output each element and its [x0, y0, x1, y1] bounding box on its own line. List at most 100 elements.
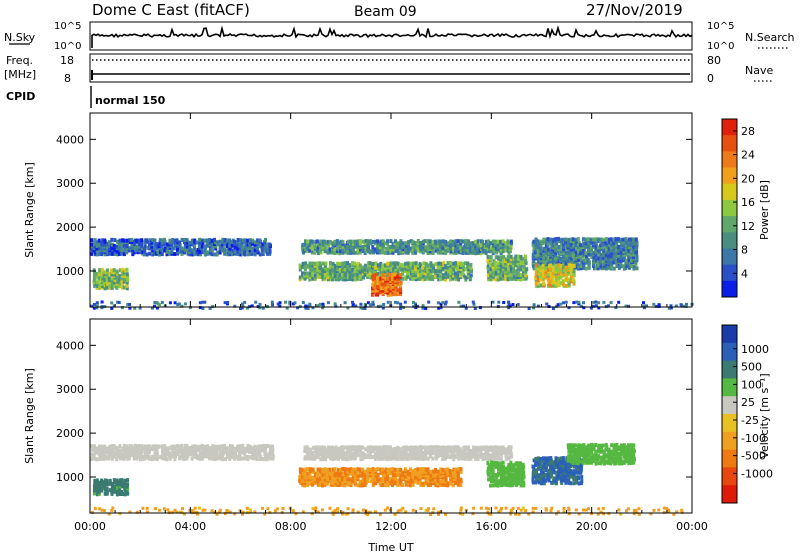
power-echo-cell	[326, 247, 330, 252]
power-echo-cell	[244, 246, 248, 251]
velocity-echo-cell	[572, 481, 576, 486]
velocity-echo-cell	[111, 506, 115, 510]
power-echo-cell	[514, 277, 518, 282]
power-echo-cell	[462, 304, 465, 308]
power-echo-cell	[679, 303, 683, 307]
velocity-echo-cell	[381, 483, 385, 487]
power-echo-cell	[118, 238, 122, 243]
power-echo-cell	[306, 239, 310, 244]
power-echo-cell	[579, 264, 583, 268]
velocity-echo-cell	[253, 444, 257, 449]
power-echo-cell	[373, 247, 377, 252]
power-echo-cell	[391, 241, 395, 246]
power-echo-cell	[627, 249, 631, 254]
power-echo-cell	[605, 264, 608, 269]
power-echo-cell	[557, 254, 561, 259]
power-echo-cell	[359, 267, 363, 272]
velocity-echo-cell	[361, 508, 365, 512]
power-echo-cell	[627, 237, 631, 242]
velocity-echo-cell	[303, 447, 307, 452]
velocity-echo-cell	[373, 467, 377, 472]
power-colorbar-segment	[722, 199, 737, 217]
velocity-echo-cell	[316, 455, 320, 460]
power-echo-cell	[414, 275, 418, 280]
power-echo-cell	[373, 239, 377, 244]
power-echo-cell	[178, 250, 182, 255]
velocity-echo-cell	[386, 453, 390, 458]
power-echo-cell	[564, 265, 568, 270]
power-echo-cell	[564, 260, 568, 265]
velocity-echo-cell	[352, 467, 355, 472]
power-echo-cell	[442, 261, 446, 266]
velocity-echo-cell	[396, 455, 400, 460]
velocity-echo-cell	[115, 490, 119, 495]
velocity-echo-cell	[504, 475, 508, 480]
velocity-echo-cell	[389, 456, 393, 461]
power-echo-cell	[374, 280, 378, 285]
power-echo-cell	[358, 263, 362, 268]
power-colorbar-segment	[722, 232, 737, 249]
power-echo-cell	[404, 241, 408, 246]
power-echo-cell	[492, 269, 496, 274]
velocity-echo-cell	[355, 470, 359, 475]
power-echo-cell	[258, 252, 262, 257]
power-echo-cell	[326, 271, 330, 276]
power-echo-cell	[567, 237, 571, 242]
power-echo-cell	[339, 271, 342, 276]
velocity-echo-cell	[376, 479, 380, 484]
power-echo-cell	[125, 248, 129, 253]
power-echo-cell	[429, 261, 433, 266]
velocity-echo-cell	[547, 468, 550, 473]
power-echo-cell	[411, 239, 415, 244]
velocity-echo-cell	[479, 454, 483, 459]
power-echo-cell	[504, 261, 508, 266]
velocity-echo-cell	[374, 451, 378, 456]
power-echo-cell	[125, 272, 129, 277]
velocity-echo-cell	[424, 452, 428, 457]
velocity-echo-cell	[110, 488, 114, 493]
power-echo-cell	[532, 306, 536, 310]
velocity-echo-cell	[383, 445, 387, 450]
velocity-echo-cell	[467, 453, 471, 458]
power-echo-cell	[502, 301, 506, 304]
power-echo-cell	[464, 241, 468, 246]
power-echo-cell	[155, 306, 159, 310]
power-echo-cell	[255, 248, 259, 253]
velocity-echo-cell	[537, 476, 541, 481]
velocity-echo-cell	[386, 445, 390, 450]
power-echo-cell	[107, 276, 111, 281]
power-echo-cell	[351, 245, 355, 250]
power-echo-cell	[539, 276, 542, 281]
power-echo-cell	[669, 306, 673, 310]
velocity-echo-cell	[577, 447, 581, 452]
velocity-echo-cell	[304, 467, 308, 472]
velocity-echo-cell	[522, 481, 526, 485]
velocity-echo-cell	[464, 451, 468, 456]
power-echo-cell	[173, 244, 177, 249]
power-echo-cell	[594, 300, 598, 304]
power-echo-cell	[449, 275, 453, 280]
power-echo-cell	[615, 247, 619, 252]
velocity-echo-cell	[111, 444, 115, 448]
power-echo-cell	[411, 250, 415, 255]
power-echo-cell	[585, 260, 588, 265]
power-echo-cell	[146, 245, 150, 250]
power-echo-cell	[594, 237, 598, 242]
power-echo-cell	[570, 250, 573, 255]
velocity-echo-cell	[496, 449, 500, 454]
velocity-echo-cell	[132, 446, 136, 451]
power-echo-cell	[314, 267, 317, 272]
power-echo-cell	[101, 284, 105, 289]
velocity-echo-cell	[264, 450, 268, 455]
power-echo-cell	[452, 273, 455, 278]
velocity-echo-cell	[141, 506, 145, 510]
velocity-echo-cell	[105, 478, 109, 483]
velocity-echo-cell	[354, 467, 358, 472]
velocity-echo-cell	[496, 455, 500, 460]
power-echo-cell	[624, 237, 628, 242]
power-echo-cell	[127, 248, 131, 253]
velocity-echo-cell	[351, 451, 355, 456]
power-echo-cell	[376, 250, 379, 255]
velocity-echo-cell	[103, 491, 107, 496]
power-echo-cell	[362, 275, 366, 280]
